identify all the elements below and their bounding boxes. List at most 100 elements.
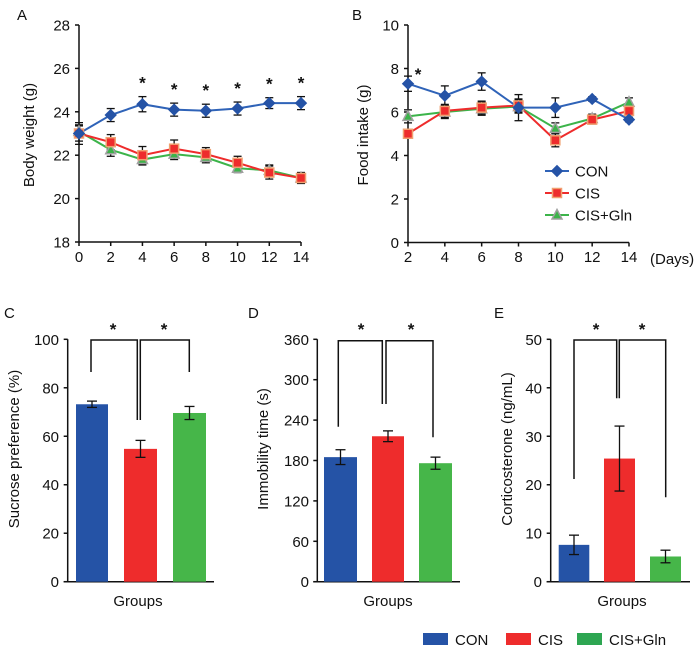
data-point-cis-a — [232, 157, 243, 169]
x-axis-title-e: Groups — [597, 593, 646, 610]
y-tick-label-e: 20 — [525, 477, 542, 494]
data-point-cis-a — [105, 136, 116, 148]
x-tick-label-a: 14 — [293, 249, 310, 266]
y-axis-title-c: Sucrose preference (%) — [6, 370, 23, 528]
y-tick-label-d: 240 — [284, 413, 309, 430]
significance-star-e: * — [593, 320, 600, 339]
y-tick-label-c: 0 — [51, 574, 59, 591]
data-point-con-a — [231, 102, 244, 115]
x-tick-label-a: 10 — [229, 249, 246, 266]
data-point-con-a — [104, 108, 117, 122]
bar-cis-d — [372, 436, 404, 582]
significance-bracket-cis-gln-e — [618, 339, 667, 498]
significance-star-a: * — [139, 74, 146, 93]
significance-bracket-con-cis-c — [90, 339, 139, 420]
panel-label-a: A — [17, 7, 27, 24]
data-point-cis-b — [439, 105, 451, 117]
significance-star-b: * — [415, 65, 422, 84]
data-point-con-b — [438, 89, 452, 102]
data-point-cis-b — [476, 102, 487, 113]
y-tick-label-b: 6 — [391, 105, 399, 122]
data-point-cis-gln-b — [549, 121, 562, 134]
y-tick-label-d: 120 — [284, 493, 309, 510]
x-axis-title-c: Groups — [113, 593, 162, 610]
y-tick-label-b: 8 — [391, 61, 399, 78]
legend-swatch-cis-gln — [577, 633, 602, 645]
significance-bracket-con-cis-d — [337, 339, 384, 427]
y-tick-label-c: 40 — [42, 477, 59, 494]
panel-label-e: E — [494, 305, 504, 322]
data-point-cis-gln-b — [401, 109, 415, 122]
significance-star-a: * — [234, 79, 241, 98]
panel-label-b: B — [352, 7, 362, 24]
significance-star-a: * — [171, 80, 178, 99]
significance-star-a: * — [266, 75, 273, 94]
data-point-con-b — [549, 101, 562, 114]
data-point-cis-b — [586, 114, 598, 125]
data-point-cis-a — [168, 143, 180, 154]
data-point-cis-a — [264, 167, 275, 178]
data-point-cis-a — [137, 149, 148, 161]
x-tick-label-b: 4 — [441, 249, 449, 266]
x-tick-label-a: 0 — [75, 249, 83, 266]
bar-cis-gln-d — [419, 463, 452, 582]
y-tick-label-b: 2 — [391, 192, 399, 209]
legend-marker-con — [550, 164, 564, 178]
x-tick-label-b: 2 — [404, 249, 412, 266]
y-tick-label-d: 360 — [284, 332, 309, 349]
significance-star-d: * — [408, 320, 415, 339]
legend-swatch-con — [423, 633, 448, 645]
y-tick-label-c: 60 — [42, 429, 59, 446]
legend-marker-cis — [551, 187, 563, 199]
legend-label-con: CON — [455, 632, 488, 649]
y-tick-label-e: 40 — [525, 380, 542, 397]
y-axis-title-d: Immobility time (s) — [255, 388, 272, 510]
x-tick-label-a: 8 — [202, 249, 210, 266]
x-tick-label-b: 12 — [584, 249, 601, 266]
x-tick-label-b: 14 — [621, 249, 638, 266]
significance-bracket-cis-gln-d — [385, 339, 434, 438]
y-tick-label-a: 20 — [53, 191, 70, 208]
x-tick-label-b: 6 — [477, 249, 485, 266]
data-point-cis-gln-a — [104, 142, 117, 155]
y-tick-label-d: 180 — [284, 453, 309, 470]
significance-star-c: * — [110, 320, 117, 339]
legend-label-cis: CIS — [538, 632, 563, 649]
y-tick-label-e: 30 — [525, 429, 542, 446]
data-point-con-a — [72, 127, 86, 140]
legend-label-cis-gln: CIS+Gln — [609, 632, 666, 649]
data-point-cis-b — [402, 128, 414, 139]
data-point-con-b — [475, 75, 488, 88]
y-tick-label-e: 0 — [534, 574, 542, 591]
legend-swatch-cis — [506, 633, 531, 645]
panel-e-corticosterone-chart: E Corticosterone (ng/mL) Groups 0 10 20 30 4… — [494, 305, 690, 610]
data-point-con-a — [294, 96, 308, 110]
x-tick-label-a: 2 — [107, 249, 115, 266]
x-tick-label-a: 6 — [170, 249, 178, 266]
y-tick-label-d: 0 — [301, 574, 309, 591]
y-tick-label-a: 26 — [53, 61, 70, 78]
y-tick-label-b: 0 — [391, 235, 399, 252]
x-tick-label-a: 12 — [261, 249, 278, 266]
x-axis-title-d: Groups — [363, 593, 412, 610]
y-tick-label-a: 18 — [53, 235, 70, 252]
data-point-con-a — [199, 104, 213, 117]
y-tick-label-c: 20 — [42, 526, 59, 543]
bar-con-c — [76, 404, 108, 582]
significance-star-d: * — [358, 320, 365, 339]
y-tick-label-e: 10 — [525, 526, 542, 543]
legend-label-con-b: CON — [575, 164, 608, 181]
data-point-con-a — [136, 97, 149, 111]
data-point-con-a — [167, 103, 181, 116]
significance-star-c: * — [161, 320, 168, 339]
bar-cis-gln-c — [173, 412, 206, 582]
panel-label-d: D — [248, 305, 259, 322]
significance-star-a: * — [203, 81, 210, 100]
data-point-con-b — [401, 77, 415, 90]
x-axis-title-b: (Days) — [650, 251, 694, 268]
bottom-legend: CON CIS CIS+Gln — [423, 632, 666, 649]
significance-bracket-cis-gln-c — [139, 339, 191, 420]
